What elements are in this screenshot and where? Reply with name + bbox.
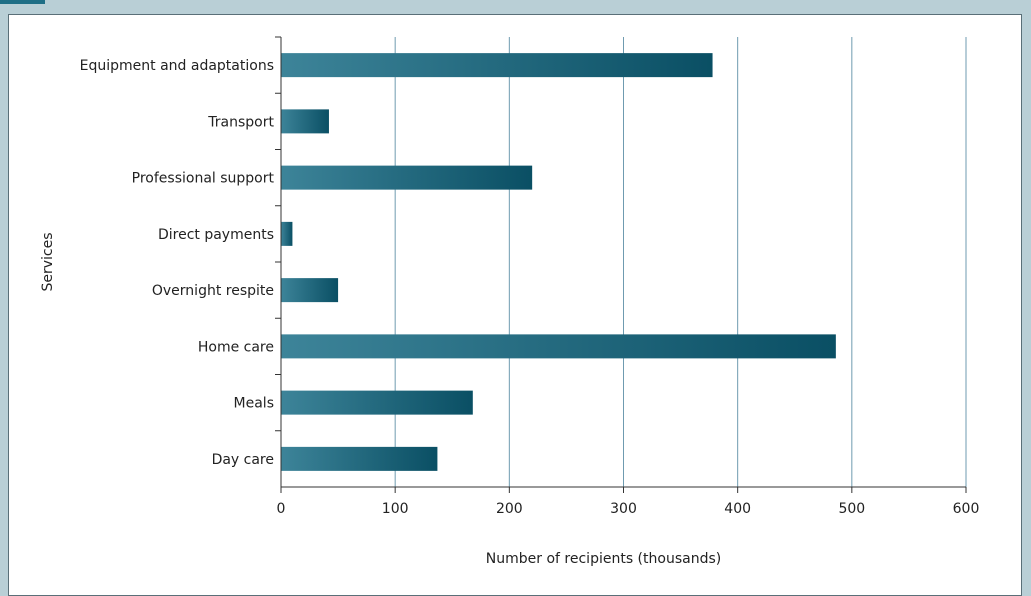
y-axis-title: Services (40, 232, 56, 291)
x-tick-label: 600 (953, 501, 980, 517)
y-category-label: Home care (198, 339, 274, 355)
bar (281, 334, 836, 359)
axes (275, 36, 967, 493)
bar-chart: 0 100 200 300 400 500 600 Equipment and adaptat… (40, 36, 980, 567)
top-accent-bar (0, 0, 45, 4)
x-axis-title: Number of recipients (thousands) (486, 551, 721, 567)
y-category-label: Day care (212, 452, 274, 468)
bar (281, 446, 438, 471)
y-category-label: Professional support (132, 171, 275, 187)
bar (281, 278, 339, 303)
x-tick-label: 300 (610, 501, 637, 517)
bar (281, 53, 713, 78)
bars (281, 53, 836, 471)
x-tick-label: 100 (382, 501, 409, 517)
chart-panel: 0 100 200 300 400 500 600 Equipment and adaptat… (8, 14, 1022, 596)
y-category-label: Overnight respite (152, 283, 274, 299)
x-tick-label: 200 (496, 501, 523, 517)
x-tick-label: 400 (724, 501, 751, 517)
bar (281, 390, 473, 415)
gridlines (394, 37, 967, 487)
y-category-label: Transport (207, 114, 274, 130)
y-category-label: Equipment and adaptations (80, 58, 274, 74)
bar (281, 109, 329, 134)
labels: 0 100 200 300 400 500 600 Equipment and adaptat… (80, 58, 980, 517)
bar (281, 165, 533, 190)
bar (281, 221, 293, 246)
y-category-label: Meals (234, 396, 274, 412)
y-category-label: Direct payments (158, 227, 274, 243)
x-tick-label: 0 (277, 501, 286, 517)
x-tick-label: 500 (838, 501, 865, 517)
